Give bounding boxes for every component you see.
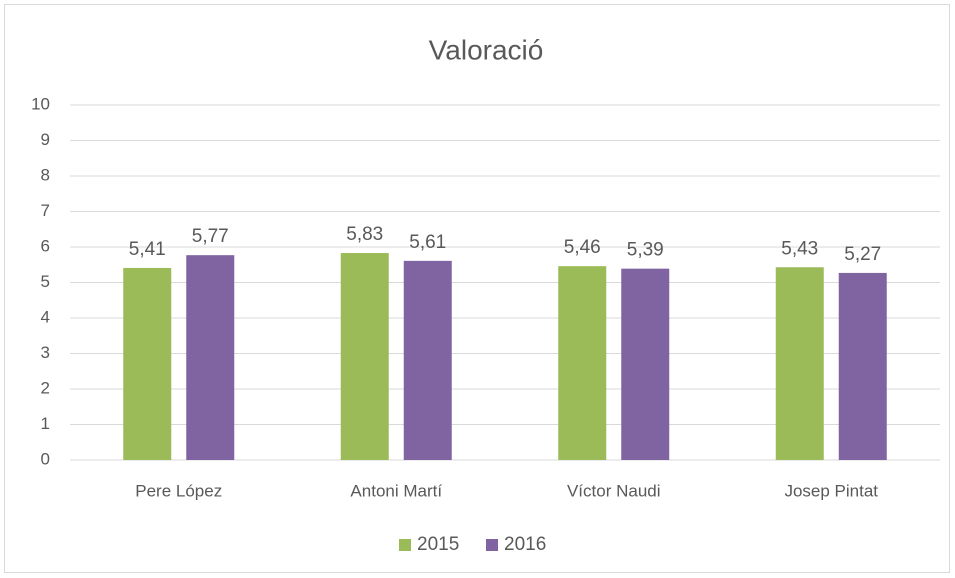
data-label: 5,27 [844, 244, 881, 265]
chart-title: Valoració [429, 34, 544, 65]
data-label: 5,43 [781, 238, 818, 259]
legend-swatch [486, 539, 498, 551]
y-tick-label: 5 [41, 272, 50, 291]
legend-label: 2015 [417, 534, 459, 555]
y-tick-label: 6 [41, 236, 50, 255]
data-label: 5,39 [627, 240, 664, 261]
bar [403, 260, 452, 460]
y-tick-label: 10 [31, 94, 50, 113]
bar [123, 267, 172, 460]
data-label: 5,83 [346, 224, 383, 245]
x-tick-label: Pere López [135, 481, 222, 500]
bar [775, 267, 824, 460]
bar [838, 272, 887, 460]
y-tick-label: 9 [41, 130, 50, 149]
bar [558, 266, 607, 460]
legend-label: 2016 [504, 534, 546, 555]
data-label: 5,46 [564, 237, 601, 258]
data-label: 5,61 [409, 232, 446, 253]
y-tick-label: 0 [41, 449, 50, 468]
bar [621, 268, 670, 460]
y-tick-label: 4 [41, 307, 50, 326]
data-label: 5,77 [192, 226, 229, 247]
y-tick-label: 7 [41, 201, 50, 220]
data-label: 5,41 [129, 239, 166, 260]
bar [186, 255, 235, 460]
x-tick-label: Antoni Martí [350, 481, 442, 500]
bar [340, 253, 389, 460]
legend-swatch [399, 539, 411, 551]
x-tick-label: Víctor Naudi [567, 481, 661, 500]
y-tick-label: 8 [41, 165, 50, 184]
x-tick-label: Josep Pintat [784, 481, 878, 500]
y-tick-label: 3 [41, 343, 50, 362]
y-tick-label: 1 [41, 414, 50, 433]
y-tick-label: 2 [41, 378, 50, 397]
